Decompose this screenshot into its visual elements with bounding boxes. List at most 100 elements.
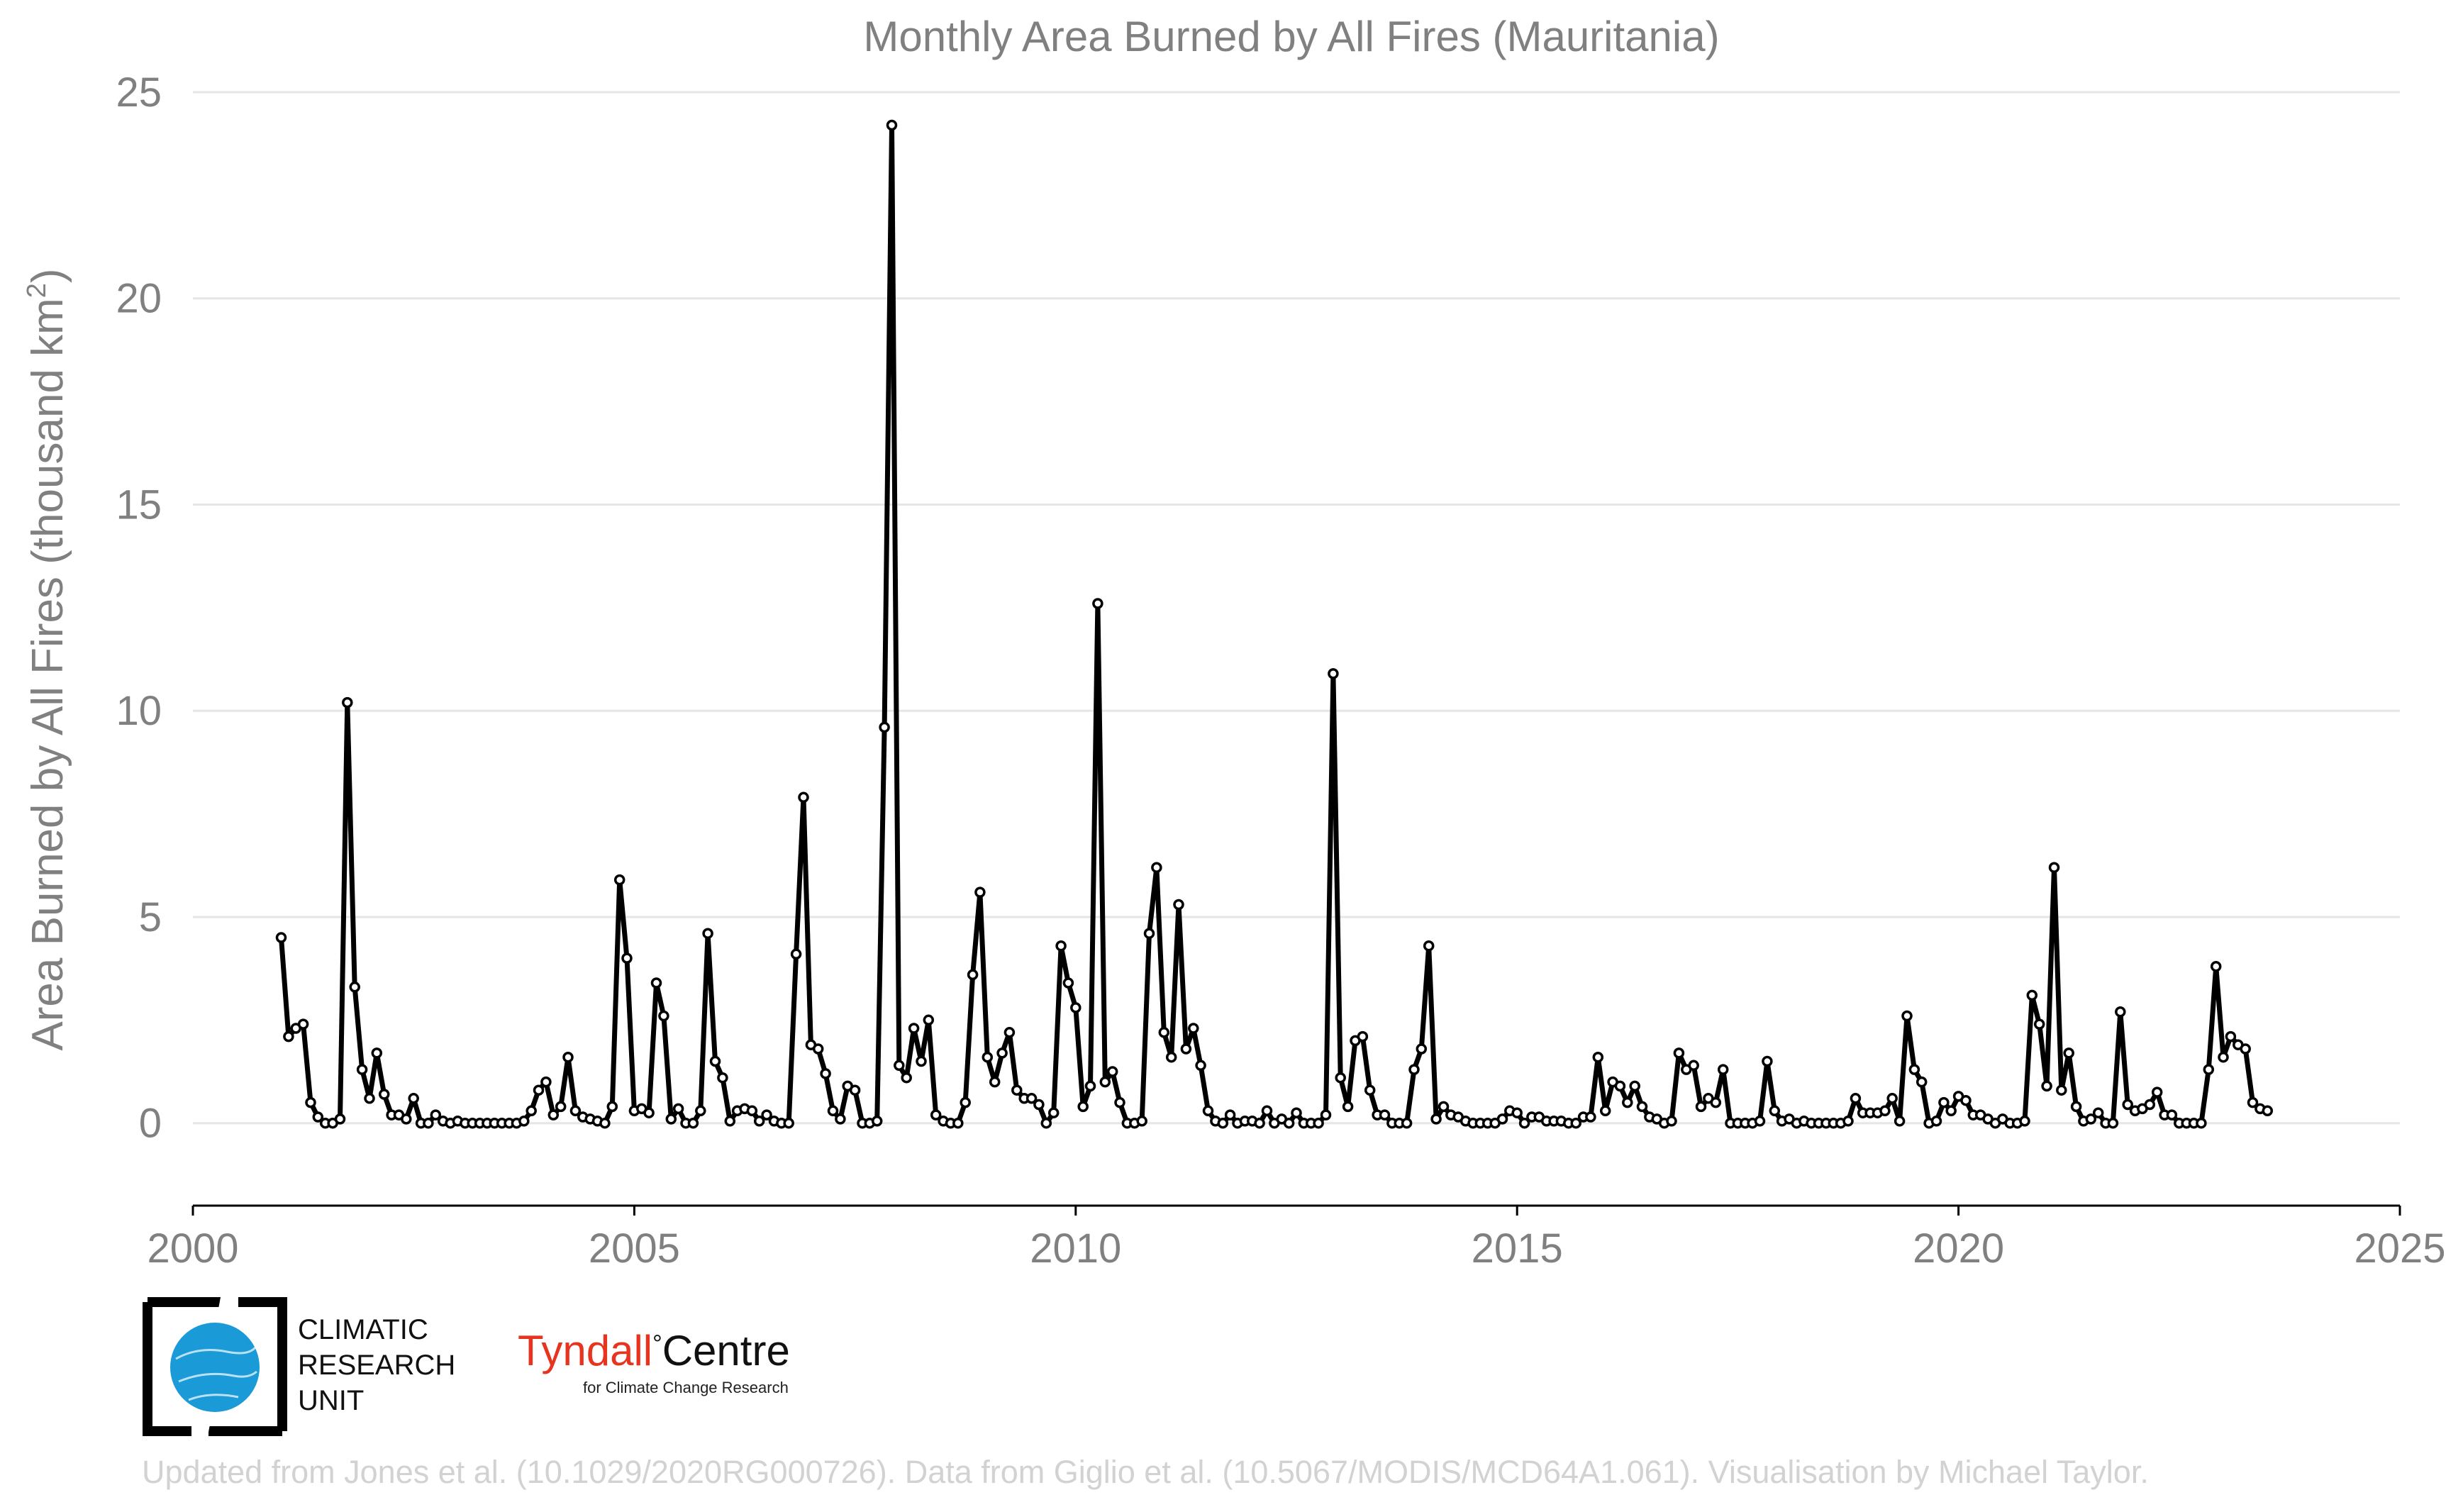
data-point [1570,1117,1581,1129]
data-point [886,119,898,131]
data-point [430,1109,442,1121]
data-point [2070,1101,2082,1113]
data-point [695,1105,706,1117]
data-point [835,1113,846,1125]
x-tick-label: 2020 [1913,1225,2004,1272]
data-point [1195,1060,1206,1072]
data-point [2122,1099,2133,1111]
data-point [2048,862,2060,873]
y-tick-label: 25 [116,70,162,116]
data-point [1717,1064,1729,1075]
data-point [1106,1066,1118,1077]
y-tick-label: 10 [116,688,162,734]
data-point [724,1116,736,1127]
data-point [1842,1116,1854,1127]
data-point [1364,1084,1376,1096]
x-tick-label: 2010 [1030,1225,1121,1272]
data-point [672,1103,684,1115]
cru-line-2: RESEARCH [298,1350,456,1381]
data-point [408,1093,419,1104]
tyndall-name-black: Centre [662,1327,790,1374]
data-point [1666,1116,1677,1127]
cru-line-3: UNIT [298,1385,365,1416]
data-point [2144,1099,2156,1111]
data-point [401,1113,412,1125]
data-point [2203,1064,2215,1075]
data-point [2107,1117,2119,1129]
data-point [2115,1006,2126,1018]
data-point [2026,989,2038,1001]
data-point [297,1018,309,1030]
data-point [1636,1101,1648,1113]
data-point [540,1076,552,1088]
data-point [1960,1094,1972,1106]
data-point [349,982,360,993]
y-tick-label: 15 [116,482,162,528]
data-point [1011,1084,1023,1096]
data-point [996,1047,1008,1059]
data-point [599,1117,611,1129]
data-point [1077,1101,1089,1113]
data-point [1894,1116,1906,1127]
data-point [894,1060,905,1072]
data-point [702,928,713,939]
data-point [1092,598,1103,609]
data-point [1930,1116,1942,1127]
y-tick-label: 0 [139,1101,162,1147]
data-point [555,1101,567,1113]
data-point [908,1023,920,1034]
data-point [1165,1051,1177,1063]
data-point [378,1089,390,1100]
data-point [1224,1109,1236,1121]
data-point [2033,1018,2045,1030]
data-point [960,1096,971,1108]
data-point [1342,1101,1354,1113]
data-point [2019,1116,2030,1127]
data-point [1254,1117,1265,1129]
tyndall-subtitle: for Climate Change Research [583,1379,789,1396]
data-point [1328,668,1339,679]
data-point [812,1043,824,1055]
data-point [1401,1117,1413,1129]
data-point [356,1064,368,1075]
data-point [820,1068,831,1079]
data-point [518,1116,530,1127]
data-point [2063,1047,2074,1059]
data-point [305,1096,316,1108]
data-point [569,1105,582,1117]
data-point [1416,1043,1428,1055]
data-point [613,874,626,886]
data-point [1291,1107,1302,1118]
data-point [1710,1096,1722,1108]
data-point [2218,1051,2229,1063]
x-axis [191,1204,2401,1216]
data-point [1695,1101,1707,1113]
data-point [2240,1043,2251,1055]
data-point [547,1109,560,1121]
data-point [2210,960,2222,972]
data-point [1379,1109,1391,1121]
data-point [1188,1023,1199,1034]
data-point [606,1101,618,1113]
tyndall-degree: ° [652,1330,662,1357]
data-point [709,1055,721,1067]
x-tick-label: 2000 [147,1225,238,1272]
data-point [2247,1096,2259,1108]
data-point [1151,862,1162,873]
data-point [1496,1113,1508,1125]
data-point [1357,1030,1369,1043]
data-point [371,1047,383,1059]
data-point [665,1113,677,1125]
data-point [989,1076,1001,1088]
data-point [1754,1116,1766,1127]
data-point [1518,1117,1530,1129]
data-point [621,952,633,964]
data-point [901,1072,912,1084]
data-point [1599,1105,1611,1117]
data-point [1180,1043,1192,1055]
data-point [746,1105,758,1117]
data-point [312,1111,324,1123]
data-point [2166,1109,2178,1121]
data-point [930,1109,942,1121]
data-point [916,1055,927,1067]
